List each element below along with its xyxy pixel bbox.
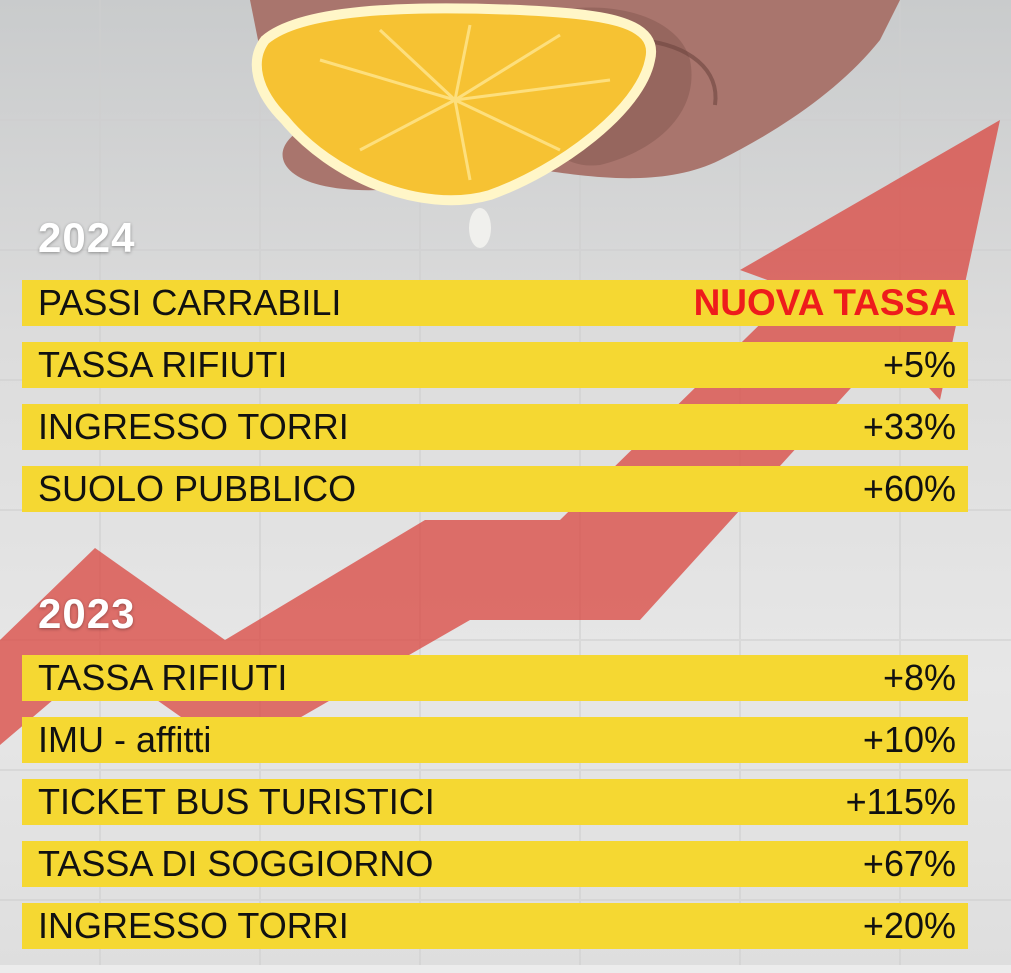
tax-change-value: +8% xyxy=(882,657,956,698)
tax-label: TASSA RIFIUTI xyxy=(38,344,288,385)
tax-label: INGRESSO TORRI xyxy=(38,905,349,946)
tax-change-value: +33% xyxy=(862,406,956,447)
tax-row: INGRESSO TORRI +33% xyxy=(22,404,968,450)
tax-row: TASSA RIFIUTI +8% xyxy=(22,655,968,701)
tax-label: TASSA DI SOGGIORNO xyxy=(38,843,434,884)
tax-change-value: +67% xyxy=(862,843,956,884)
tax-row: INGRESSO TORRI +20% xyxy=(22,903,968,949)
tax-change-value: +60% xyxy=(862,468,956,509)
year-heading-2023: 2023 xyxy=(38,590,136,637)
tax-label: SUOLO PUBBLICO xyxy=(38,468,357,509)
lemon-icon xyxy=(251,3,657,248)
tax-row: TASSA RIFIUTI +5% xyxy=(22,342,968,388)
tax-change-value: +5% xyxy=(882,344,956,385)
tax-change-value: +10% xyxy=(862,719,956,760)
tax-label: PASSI CARRABILI xyxy=(38,282,342,323)
tax-row: TICKET BUS TURISTICI +115% xyxy=(22,779,968,825)
tax-change-value: +20% xyxy=(862,905,956,946)
tax-change-value: +115% xyxy=(845,781,956,822)
year-heading-2024: 2024 xyxy=(38,214,136,261)
tax-row: SUOLO PUBBLICO +60% xyxy=(22,466,968,512)
tax-label: IMU - affitti xyxy=(38,719,212,760)
tax-label: TICKET BUS TURISTICI xyxy=(38,781,435,822)
tax-row: IMU - affitti +10% xyxy=(22,717,968,763)
tax-list-2023: TASSA RIFIUTI +8% IMU - affitti +10% TIC… xyxy=(22,655,968,965)
tax-row: TASSA DI SOGGIORNO +67% xyxy=(22,841,968,887)
tax-list-2024: PASSI CARRABILI NUOVA TASSA TASSA RIFIUT… xyxy=(22,280,968,528)
tax-label: INGRESSO TORRI xyxy=(38,406,349,447)
tax-row: PASSI CARRABILI NUOVA TASSA xyxy=(22,280,968,326)
tax-change-value: NUOVA TASSA xyxy=(693,282,956,323)
tax-label: TASSA RIFIUTI xyxy=(38,657,288,698)
bottom-border xyxy=(0,965,1011,973)
